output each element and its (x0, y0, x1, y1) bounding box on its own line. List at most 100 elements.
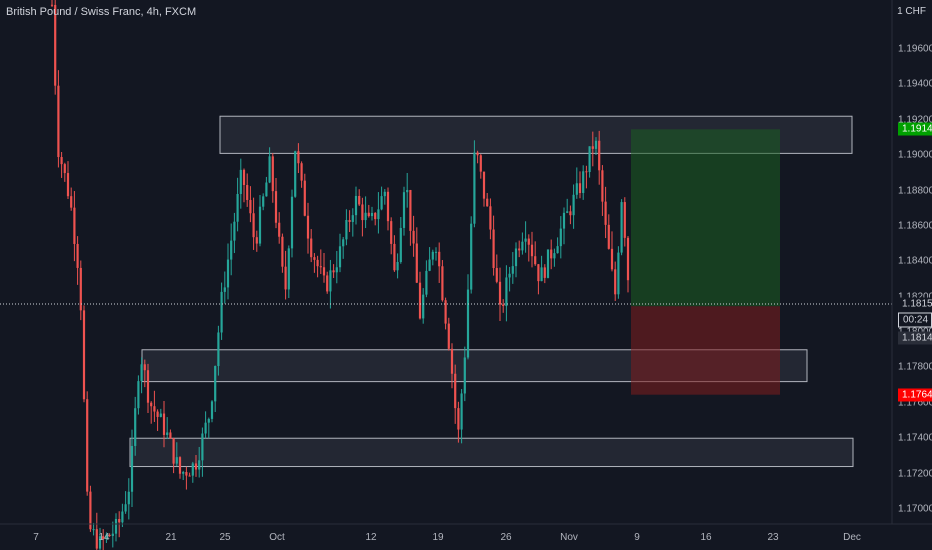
candle-body (143, 364, 146, 371)
candle-body (146, 370, 150, 403)
candle-body (319, 266, 322, 268)
candle-body (284, 266, 287, 290)
time-tick-label: 21 (165, 532, 177, 543)
candle-body (598, 140, 601, 171)
time-tick-label: 23 (767, 532, 779, 543)
candle-body (434, 251, 438, 253)
stop-price-badge: 1.17646 (898, 388, 932, 402)
candle-body (262, 196, 265, 207)
candle-body (393, 243, 396, 271)
candle-body (287, 248, 290, 290)
candle-body (230, 240, 233, 260)
candle-body (569, 211, 572, 216)
candle-body (527, 238, 530, 245)
candle-body (124, 504, 127, 512)
candle-body (338, 246, 342, 268)
candle-body (447, 323, 450, 349)
candle-body (495, 268, 498, 282)
candle-body (201, 433, 204, 461)
candle-body (559, 228, 562, 247)
candle-body (255, 237, 258, 244)
candle-body (524, 238, 527, 242)
entry-price-badge: 1.18146 (898, 331, 932, 345)
currency-label: 1 CHF (897, 6, 926, 17)
candle-body (617, 252, 620, 295)
candle-body (156, 411, 159, 417)
candle-body (313, 257, 316, 260)
candle-body (236, 193, 239, 222)
candle-body (303, 180, 306, 216)
candle-body (159, 413, 162, 417)
candle-body (281, 236, 284, 267)
price-tick-label: 1.18400 (898, 255, 932, 267)
time-tick-label: 26 (500, 532, 512, 543)
candle-body (274, 191, 278, 223)
time-tick-label: 14 (98, 532, 110, 543)
candle-body (543, 267, 546, 278)
time-tick-label: Dec (843, 532, 861, 543)
candle-body (508, 273, 511, 278)
candle-body (422, 294, 425, 319)
candle-body (534, 256, 537, 265)
candle-body (594, 140, 598, 149)
candle-body (444, 300, 447, 324)
price-tick-label: 1.18200 (892, 291, 932, 302)
time-tick-label: 12 (365, 532, 377, 543)
candle-body (79, 267, 82, 311)
candle-body (425, 270, 428, 295)
candle-body (457, 408, 460, 430)
candle-body (470, 223, 473, 290)
price-tick-label: 1.19400 (898, 78, 932, 90)
candle-body (361, 204, 364, 221)
time-tick-label: Nov (560, 532, 578, 543)
zone-lower-support[interactable] (129, 437, 854, 468)
candle-body (92, 529, 95, 531)
long-target-zone[interactable] (631, 129, 780, 307)
candle-body (162, 413, 166, 435)
candle-body (585, 171, 588, 173)
candle-body (210, 401, 214, 419)
candle-body (268, 156, 271, 183)
candle-body (326, 275, 329, 292)
candle-body (562, 212, 566, 229)
candle-body (150, 402, 153, 407)
candle-body (207, 418, 210, 423)
time-tick-label: 16 (700, 532, 712, 543)
candle-body (540, 267, 543, 282)
candle-body (607, 224, 610, 249)
candle-body (127, 491, 130, 505)
candle-body (489, 206, 492, 230)
candle-body (380, 196, 383, 210)
candle-body (178, 457, 182, 474)
price-tick-label: 1.18800 (898, 185, 932, 197)
candle-body (623, 202, 626, 238)
candle-body (486, 198, 489, 207)
price-tick-label: 1.17400 (898, 432, 932, 444)
candle-body (76, 243, 79, 268)
time-tick-label: 7 (33, 532, 39, 543)
candle-body (297, 151, 300, 164)
candle-body (191, 463, 194, 476)
candle-body (604, 201, 607, 225)
candle-body (588, 146, 591, 173)
candle-body (316, 259, 319, 267)
candle-body (82, 310, 86, 400)
candle-body (223, 287, 226, 292)
candle-body (601, 170, 604, 202)
candle-body (252, 213, 255, 238)
candle-body (367, 212, 370, 217)
candle-body (620, 202, 623, 253)
candle-body (502, 304, 505, 306)
candle-body (233, 221, 236, 241)
candle-body (626, 237, 630, 281)
candle-body (498, 281, 502, 305)
candle-body (591, 146, 594, 149)
candle-body (492, 229, 495, 269)
candle-body (415, 243, 418, 283)
candle-body (175, 457, 178, 464)
candle-body (550, 249, 553, 259)
candle-body (108, 534, 111, 537)
long-stop-zone[interactable] (631, 306, 780, 395)
candle-body (60, 157, 63, 165)
